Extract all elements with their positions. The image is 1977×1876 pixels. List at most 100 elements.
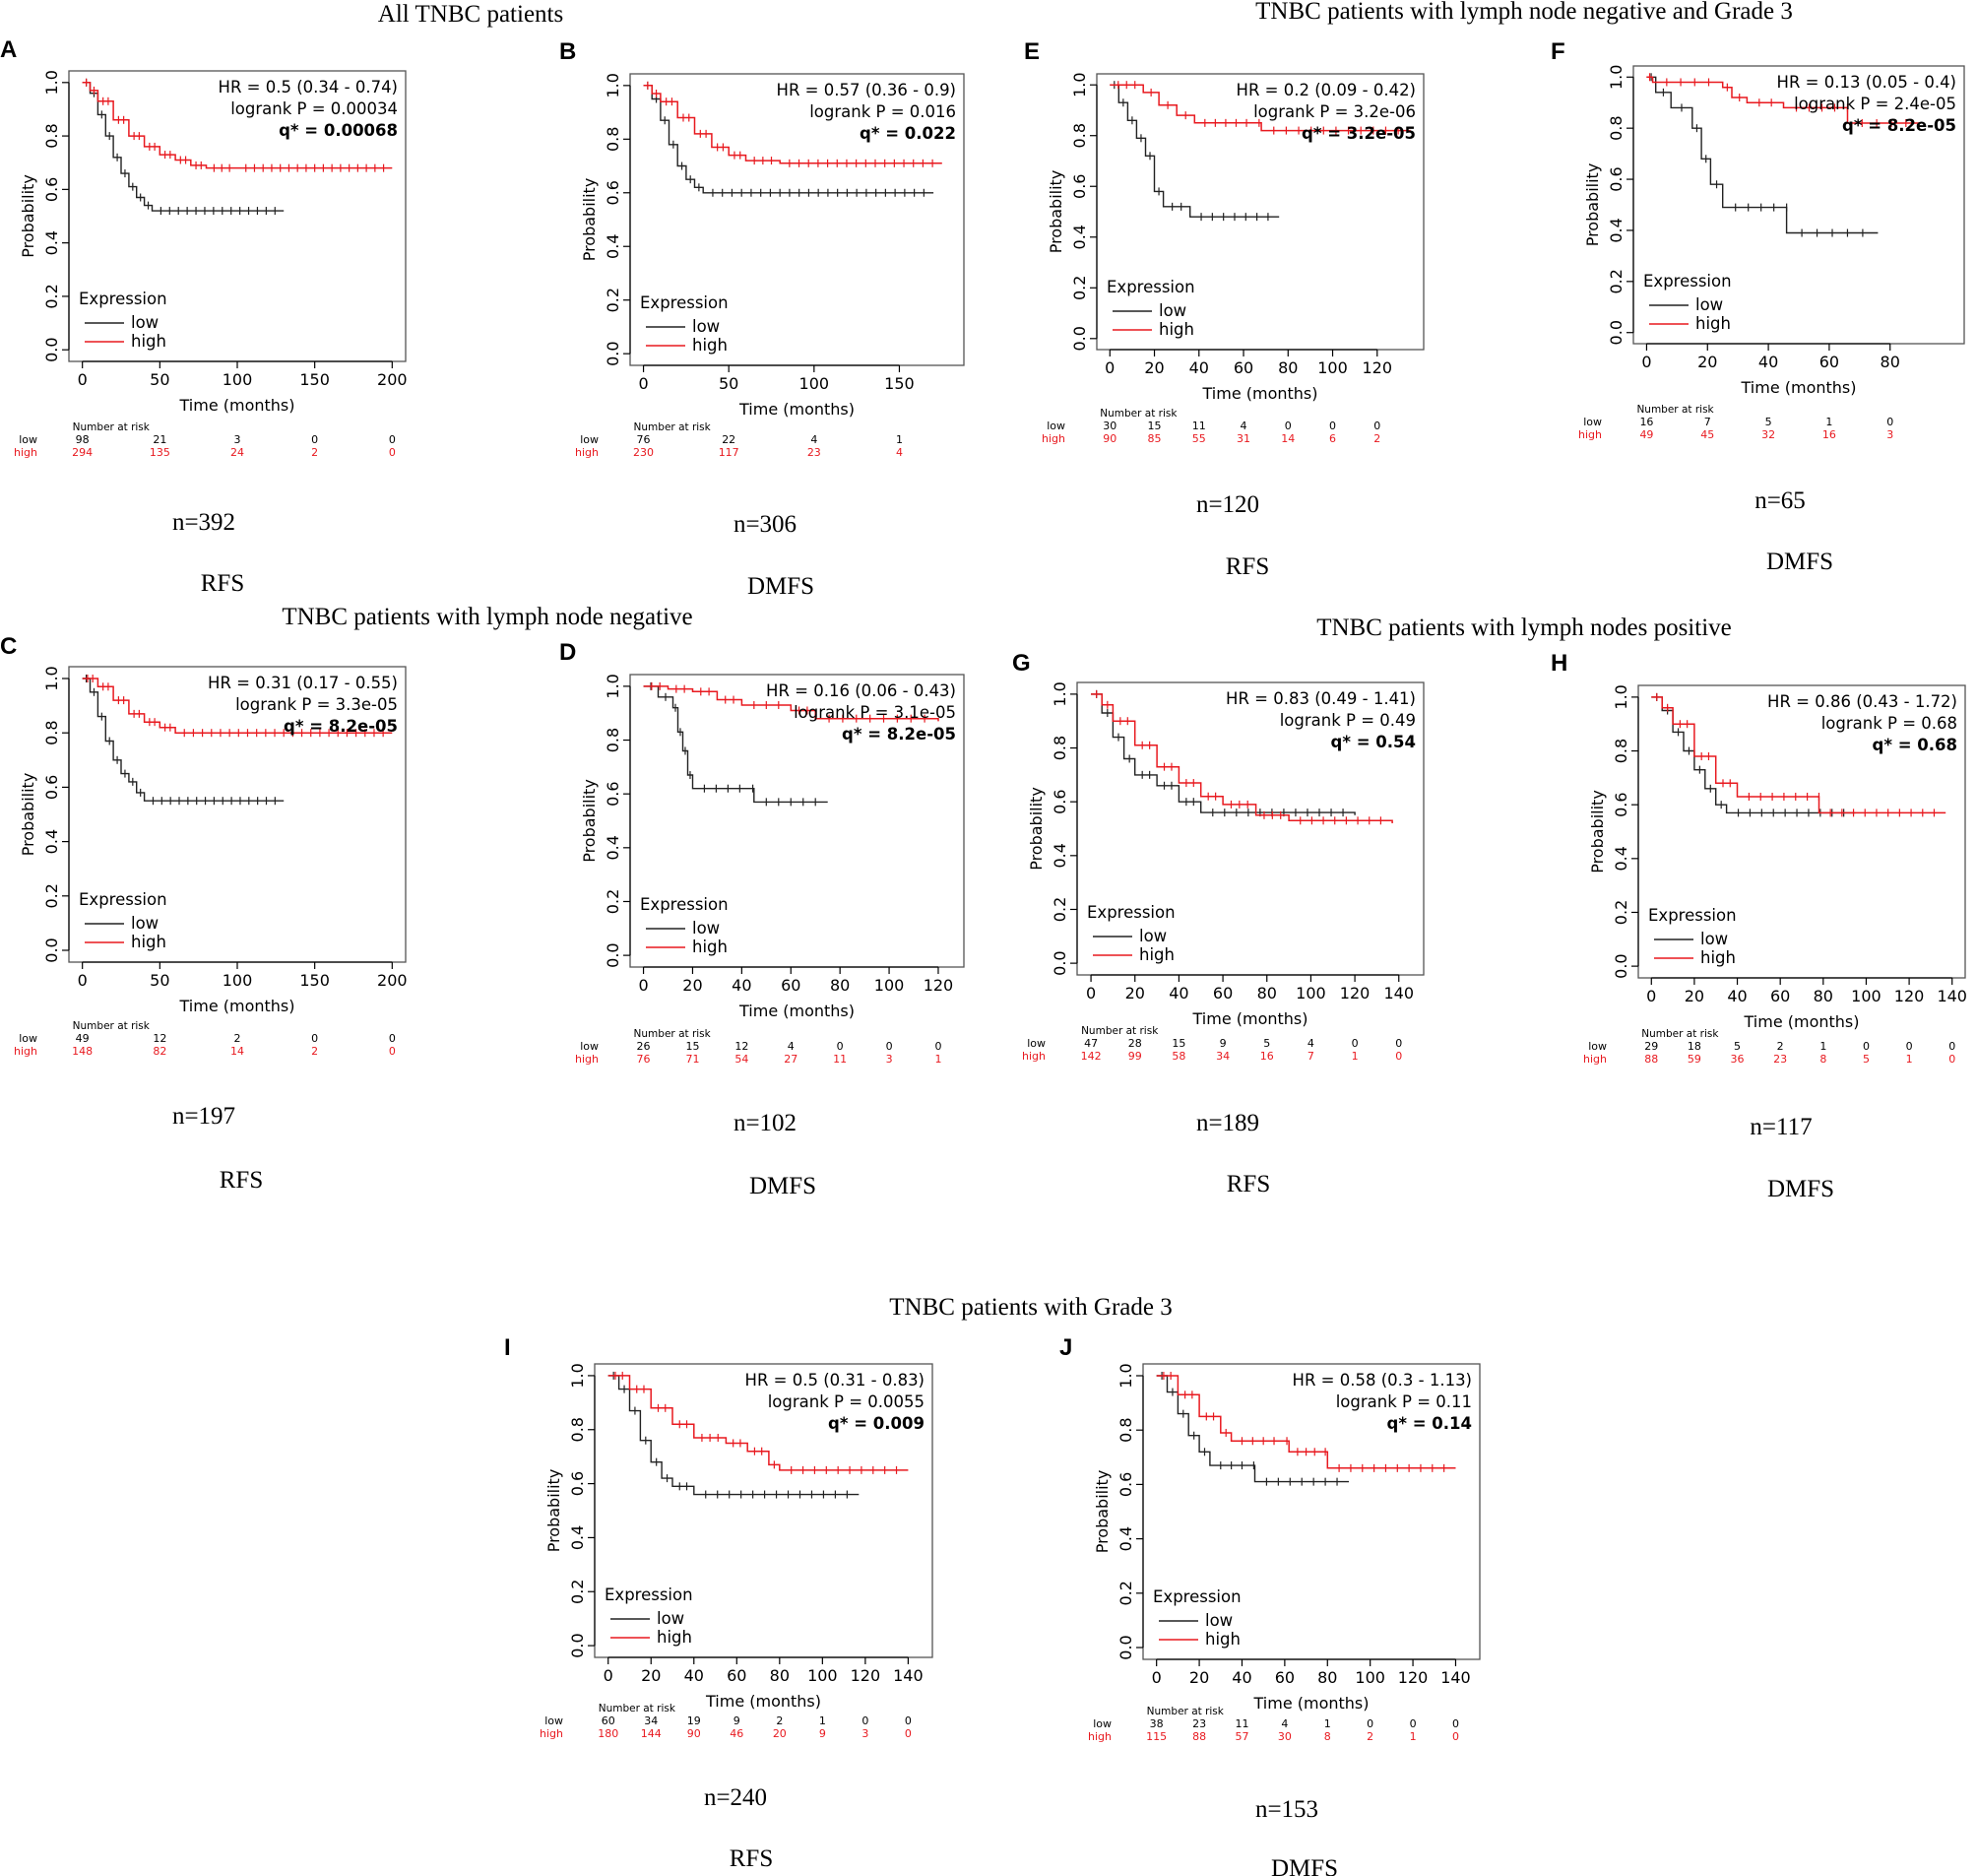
x-tick-label: 40	[1727, 987, 1747, 1005]
panel-letter: A	[0, 36, 17, 63]
legend-high-label: high	[1700, 948, 1736, 967]
risk-low-count: 0	[1886, 416, 1893, 428]
x-tick-label: 100	[1851, 987, 1881, 1005]
endpoint-label: DMFS	[1271, 1855, 1338, 1876]
hazard-ratio-text: HR = 0.13 (0.05 - 0.4)	[1777, 73, 1956, 92]
endpoint-label: DMFS	[747, 573, 814, 600]
y-tick-label: 0.0	[42, 337, 61, 361]
x-tick-label: 0	[1641, 353, 1651, 371]
hazard-ratio-text: HR = 0.5 (0.31 - 0.83)	[745, 1371, 925, 1390]
risk-low-row-label: low	[580, 1040, 599, 1053]
x-axis-label: Time (months)	[738, 400, 855, 419]
x-tick-label: 120	[924, 976, 954, 995]
risk-high-count: 34	[1216, 1050, 1230, 1063]
series-low-curve	[1091, 693, 1356, 815]
y-tick-label: 0.0	[568, 1633, 587, 1657]
risk-low-count: 29	[1644, 1040, 1658, 1053]
risk-high-row-label: high	[575, 1053, 599, 1066]
x-tick-label: 60	[1213, 984, 1233, 1003]
y-tick-label: 0.2	[604, 889, 622, 914]
hazard-ratio-text: HR = 0.57 (0.36 - 0.9)	[777, 81, 956, 99]
risk-low-count: 23	[1192, 1717, 1206, 1730]
hazard-ratio-text: HR = 0.31 (0.17 - 0.55)	[208, 674, 398, 692]
x-tick-label: 150	[299, 370, 330, 389]
risk-low-count: 0	[934, 1040, 941, 1053]
x-axis-label: Time (months)	[738, 1002, 855, 1020]
risk-high-count: 27	[784, 1053, 797, 1066]
q-value-text: q* = 8.2e-05	[1842, 116, 1956, 135]
x-tick-label: 60	[1770, 987, 1790, 1005]
risk-low-count: 60	[602, 1714, 615, 1727]
risk-high-count: 0	[1452, 1730, 1459, 1743]
x-tick-label: 80	[1881, 353, 1900, 371]
panel-letter: G	[1012, 650, 1031, 677]
risk-high-count: 36	[1731, 1053, 1745, 1066]
x-tick-label: 100	[1317, 358, 1348, 377]
q-value-text: q* = 0.14	[1387, 1414, 1472, 1433]
legend-title: Expression	[640, 895, 729, 914]
legend-high-label: high	[657, 1628, 692, 1647]
risk-low-count: 49	[76, 1032, 90, 1045]
risk-low-row-label: low	[1588, 1040, 1607, 1053]
x-tick-label: 20	[682, 976, 702, 995]
y-tick-label: 0.2	[1612, 900, 1630, 925]
sample-size-label: n=120	[1196, 491, 1259, 518]
risk-low-count: 2	[234, 1032, 241, 1045]
risk-table-header: Number at risk	[1636, 404, 1714, 416]
y-tick-label: 0.8	[604, 127, 622, 152]
y-tick-label: 0.4	[1116, 1526, 1135, 1551]
logrank-p-text: logrank P = 0.016	[809, 102, 956, 121]
risk-low-count: 15	[1172, 1037, 1185, 1050]
section-heading-g3: TNBC patients with Grade 3	[889, 1294, 1172, 1321]
risk-high-count: 76	[637, 1053, 651, 1066]
x-tick-label: 60	[1819, 353, 1839, 371]
legend-low-label: low	[1695, 295, 1723, 314]
sample-size-label: n=197	[172, 1103, 235, 1130]
sample-size-label: n=102	[733, 1110, 797, 1136]
sample-size-label: n=153	[1255, 1796, 1318, 1823]
risk-low-count: 4	[1241, 420, 1247, 432]
legend-low-label: low	[692, 317, 720, 336]
legend-high-label: high	[131, 332, 166, 351]
panel-letter: D	[559, 639, 576, 666]
x-tick-label: 20	[1144, 358, 1164, 377]
x-tick-label: 140	[893, 1666, 924, 1685]
risk-low-count: 30	[1103, 420, 1116, 432]
x-tick-label: 80	[1257, 984, 1277, 1003]
x-tick-label: 200	[377, 971, 408, 990]
legend-low-label: low	[1159, 301, 1186, 320]
risk-high-count: 0	[1948, 1053, 1955, 1066]
risk-low-count: 0	[1329, 420, 1336, 432]
x-tick-label: 50	[719, 374, 738, 393]
risk-low-count: 38	[1150, 1717, 1164, 1730]
hazard-ratio-text: HR = 0.16 (0.06 - 0.43)	[766, 681, 956, 700]
risk-high-count: 88	[1192, 1730, 1206, 1743]
sample-size-label: n=392	[172, 509, 235, 536]
hazard-ratio-text: HR = 0.58 (0.3 - 1.13)	[1293, 1371, 1472, 1390]
x-tick-label: 200	[377, 370, 408, 389]
x-tick-label: 60	[1234, 358, 1253, 377]
risk-low-count: 0	[389, 433, 396, 446]
y-tick-label: 0.6	[1051, 789, 1069, 813]
x-tick-label: 100	[1296, 984, 1326, 1003]
x-tick-label: 0	[638, 374, 648, 393]
risk-high-count: 85	[1148, 432, 1162, 445]
risk-high-count: 115	[1146, 1730, 1167, 1743]
risk-low-count: 4	[1307, 1037, 1314, 1050]
legend-high-label: high	[131, 933, 166, 951]
x-axis-label: Time (months)	[1744, 1012, 1860, 1031]
risk-low-count: 18	[1688, 1040, 1701, 1053]
x-tick-label: 100	[807, 1666, 838, 1685]
risk-table-header: Number at risk	[73, 421, 151, 433]
risk-high-count: 49	[1639, 428, 1653, 441]
x-tick-label: 80	[770, 1666, 790, 1685]
risk-low-count: 0	[1395, 1037, 1402, 1050]
legend-title: Expression	[1087, 903, 1176, 922]
x-axis-label: Time (months)	[1192, 1009, 1308, 1028]
km-panel-b: B 0 50 100 150 Time (months) 0.0 0.2 0.4 0.6 0.8 1.…	[559, 38, 965, 600]
y-tick-label: 0.0	[604, 942, 622, 967]
